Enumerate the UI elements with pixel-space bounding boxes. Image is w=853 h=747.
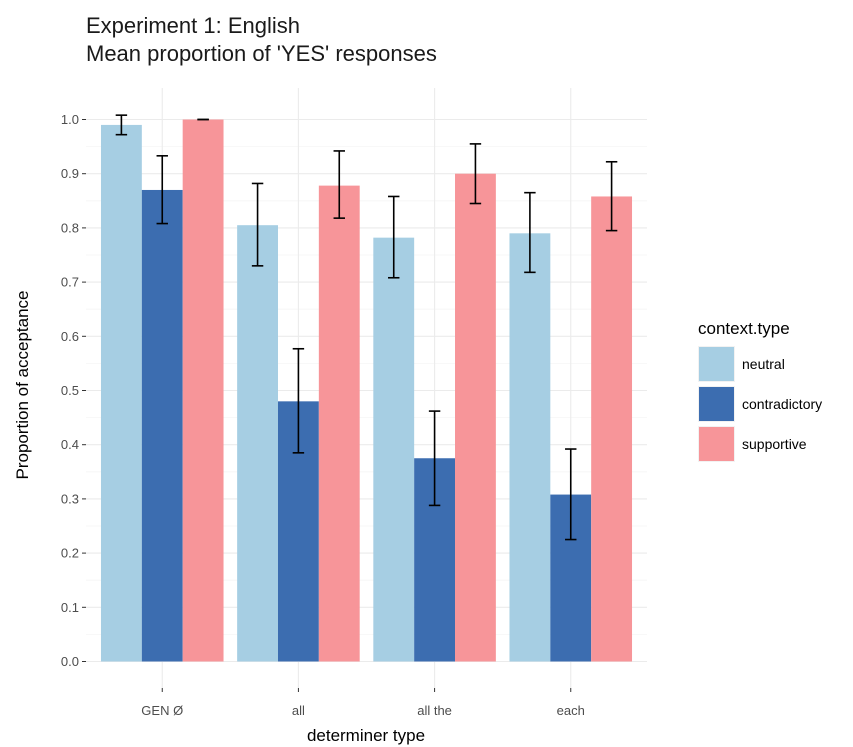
error-bar-supportive xyxy=(469,143,482,205)
y-tick-label: 0.9 xyxy=(61,166,79,181)
error-bar-contradictory xyxy=(565,448,577,541)
x-axis: GEN Ø all all the each xyxy=(141,688,585,718)
error-bar-contradictory xyxy=(428,410,441,507)
x-tick-label: each xyxy=(557,703,585,718)
legend-swatch-supportive xyxy=(699,427,734,461)
bar-neutral xyxy=(237,225,278,662)
x-axis-title: determiner type xyxy=(307,726,425,745)
error-bar-neutral xyxy=(388,195,400,279)
error-bar-neutral xyxy=(251,182,264,267)
legend-label-neutral: neutral xyxy=(742,356,785,372)
error-bars xyxy=(115,114,618,541)
error-bar-neutral xyxy=(524,191,536,274)
bar-contradictory xyxy=(141,189,183,662)
bar-supportive xyxy=(182,119,224,662)
bar-supportive xyxy=(318,185,360,662)
legend-swatch-contradictory xyxy=(699,387,734,421)
bar-supportive xyxy=(455,173,496,662)
bar-neutral xyxy=(100,124,142,662)
legend: context.type neutral contradictory support… xyxy=(698,319,822,462)
y-tick-label: 1.0 xyxy=(61,112,79,127)
bars xyxy=(100,119,633,662)
bar-supportive xyxy=(591,196,633,662)
error-bar-contradictory xyxy=(292,347,305,454)
bar-neutral xyxy=(373,237,415,662)
legend-swatch-neutral xyxy=(699,347,734,381)
y-tick-label: 0.4 xyxy=(61,437,79,452)
x-tick-label: GEN Ø xyxy=(141,703,183,718)
y-axis: 0.0 0.1 0.2 0.3 0.4 0.5 0.6 0.7 0.8 0.9 1.0 xyxy=(61,112,86,669)
legend-title: context.type xyxy=(698,319,790,338)
error-bar-supportive xyxy=(333,150,345,219)
y-tick-label: 0.5 xyxy=(61,383,79,398)
y-tick-label: 0.7 xyxy=(61,275,79,290)
error-bar-supportive xyxy=(605,160,618,232)
error-bar-contradictory xyxy=(156,155,168,225)
chart-title-line-1: Experiment 1: English xyxy=(86,13,300,38)
bar-neutral xyxy=(509,233,551,662)
y-tick-label: 0.3 xyxy=(61,491,79,506)
y-tick-label: 0.0 xyxy=(61,654,79,669)
y-axis-title: Proportion of acceptance xyxy=(13,290,32,479)
y-tick-label: 0.8 xyxy=(61,220,79,235)
legend-label-contradictory: contradictory xyxy=(742,396,822,412)
chart-subtitle: Mean proportion of 'YES' responses xyxy=(86,41,437,66)
y-tick-label: 0.6 xyxy=(61,329,79,344)
legend-label-supportive: supportive xyxy=(742,436,807,452)
x-tick-label: all xyxy=(292,703,305,718)
chart-title: Experiment 1: English Mean proportion of… xyxy=(86,12,437,68)
x-tick-label: all the xyxy=(417,703,452,718)
error-bar-neutral xyxy=(115,114,128,136)
y-tick-label: 0.1 xyxy=(61,600,79,615)
y-tick-label: 0.2 xyxy=(61,546,79,561)
